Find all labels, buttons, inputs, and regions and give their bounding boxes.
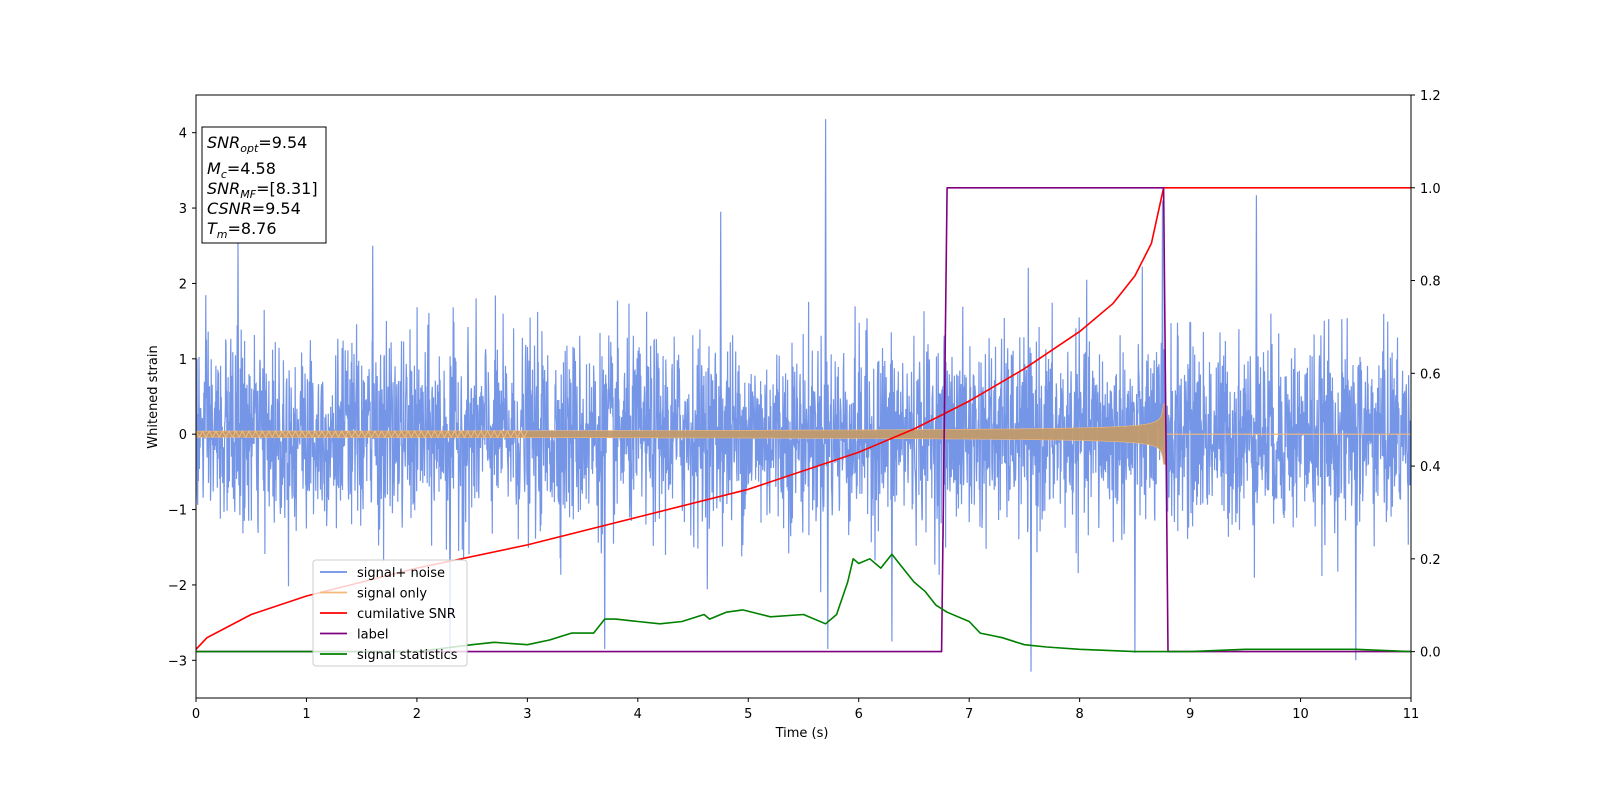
x-tick-label: 11 bbox=[1403, 707, 1420, 722]
y-tick-label: −1 bbox=[168, 504, 187, 519]
x-tick-label: 7 bbox=[965, 707, 973, 722]
y2-tick-label: 0.2 bbox=[1420, 553, 1441, 568]
legend-frame bbox=[312, 559, 468, 667]
signal-only-oscillation bbox=[196, 429, 528, 439]
x-tick-label: 1 bbox=[302, 707, 310, 722]
y-tick-label: −3 bbox=[168, 654, 187, 669]
info-snr-opt: SNRopt=9.54 bbox=[207, 133, 307, 155]
y2-tick-label: 1.0 bbox=[1420, 182, 1441, 197]
info-csnr: CSNR=9.54 bbox=[207, 199, 301, 218]
y-tick-label: 4 bbox=[179, 127, 187, 142]
plot-area bbox=[196, 119, 1411, 672]
x-tick-label: 2 bbox=[413, 707, 421, 722]
legend-label: signal statistics bbox=[357, 648, 458, 663]
legend-label: label bbox=[357, 628, 388, 643]
y-tick-label: 1 bbox=[179, 353, 187, 368]
cumulative-snr-line bbox=[196, 187, 1411, 650]
legend-label: signal+ noise bbox=[357, 566, 445, 581]
info-box: SNRopt=9.54 Mc=4.58 SNRMF=[8.31] CSNR=9.… bbox=[201, 126, 327, 244]
y2-tick-label: 0.6 bbox=[1420, 367, 1441, 382]
y-axis-label: Whitened strain bbox=[146, 345, 161, 448]
y-tick-label: 2 bbox=[179, 277, 187, 292]
y-tick-label: 3 bbox=[179, 202, 187, 217]
signal-statistics-line bbox=[196, 553, 1411, 653]
axes-frame bbox=[195, 94, 1412, 699]
x-axis: 0 1 2 3 4 5 6 7 8 9 10 11 bbox=[192, 698, 1419, 722]
y-tick-label: 0 bbox=[179, 428, 187, 443]
y2-tick-label: 0.0 bbox=[1420, 646, 1441, 661]
y2-tick-label: 0.4 bbox=[1420, 460, 1441, 475]
series-signal-statistics bbox=[196, 553, 1411, 653]
x-tick-label: 8 bbox=[1075, 707, 1083, 722]
x-tick-label: 0 bbox=[192, 707, 200, 722]
legend-label: signal only bbox=[357, 587, 427, 602]
x-tick-label: 6 bbox=[855, 707, 863, 722]
info-tm: Tm=8.76 bbox=[207, 219, 277, 241]
x-tick-label: 5 bbox=[744, 707, 752, 722]
info-mc: Mc=4.58 bbox=[207, 159, 276, 181]
info-snr-mf: SNRMF=[8.31] bbox=[207, 179, 318, 201]
x-tick-label: 10 bbox=[1292, 707, 1309, 722]
y-axis-right: 0.0 0.2 0.4 0.6 0.8 1.0 1.2 bbox=[1411, 89, 1441, 661]
series-cumulative-snr bbox=[196, 187, 1411, 650]
y2-tick-label: 1.2 bbox=[1420, 89, 1441, 104]
y-tick-label: −2 bbox=[168, 579, 187, 594]
legend-label: cumilative SNR bbox=[357, 607, 456, 622]
legend: signal+ noise signal only cumilative SNR la… bbox=[312, 559, 468, 667]
y-axis-left: −3 −2 −1 0 1 2 3 4 bbox=[168, 127, 196, 669]
x-tick-label: 9 bbox=[1186, 707, 1194, 722]
y2-tick-label: 0.8 bbox=[1420, 275, 1441, 290]
x-axis-label: Time (s) bbox=[775, 726, 829, 741]
x-tick-label: 4 bbox=[634, 707, 642, 722]
x-tick-label: 3 bbox=[523, 707, 531, 722]
